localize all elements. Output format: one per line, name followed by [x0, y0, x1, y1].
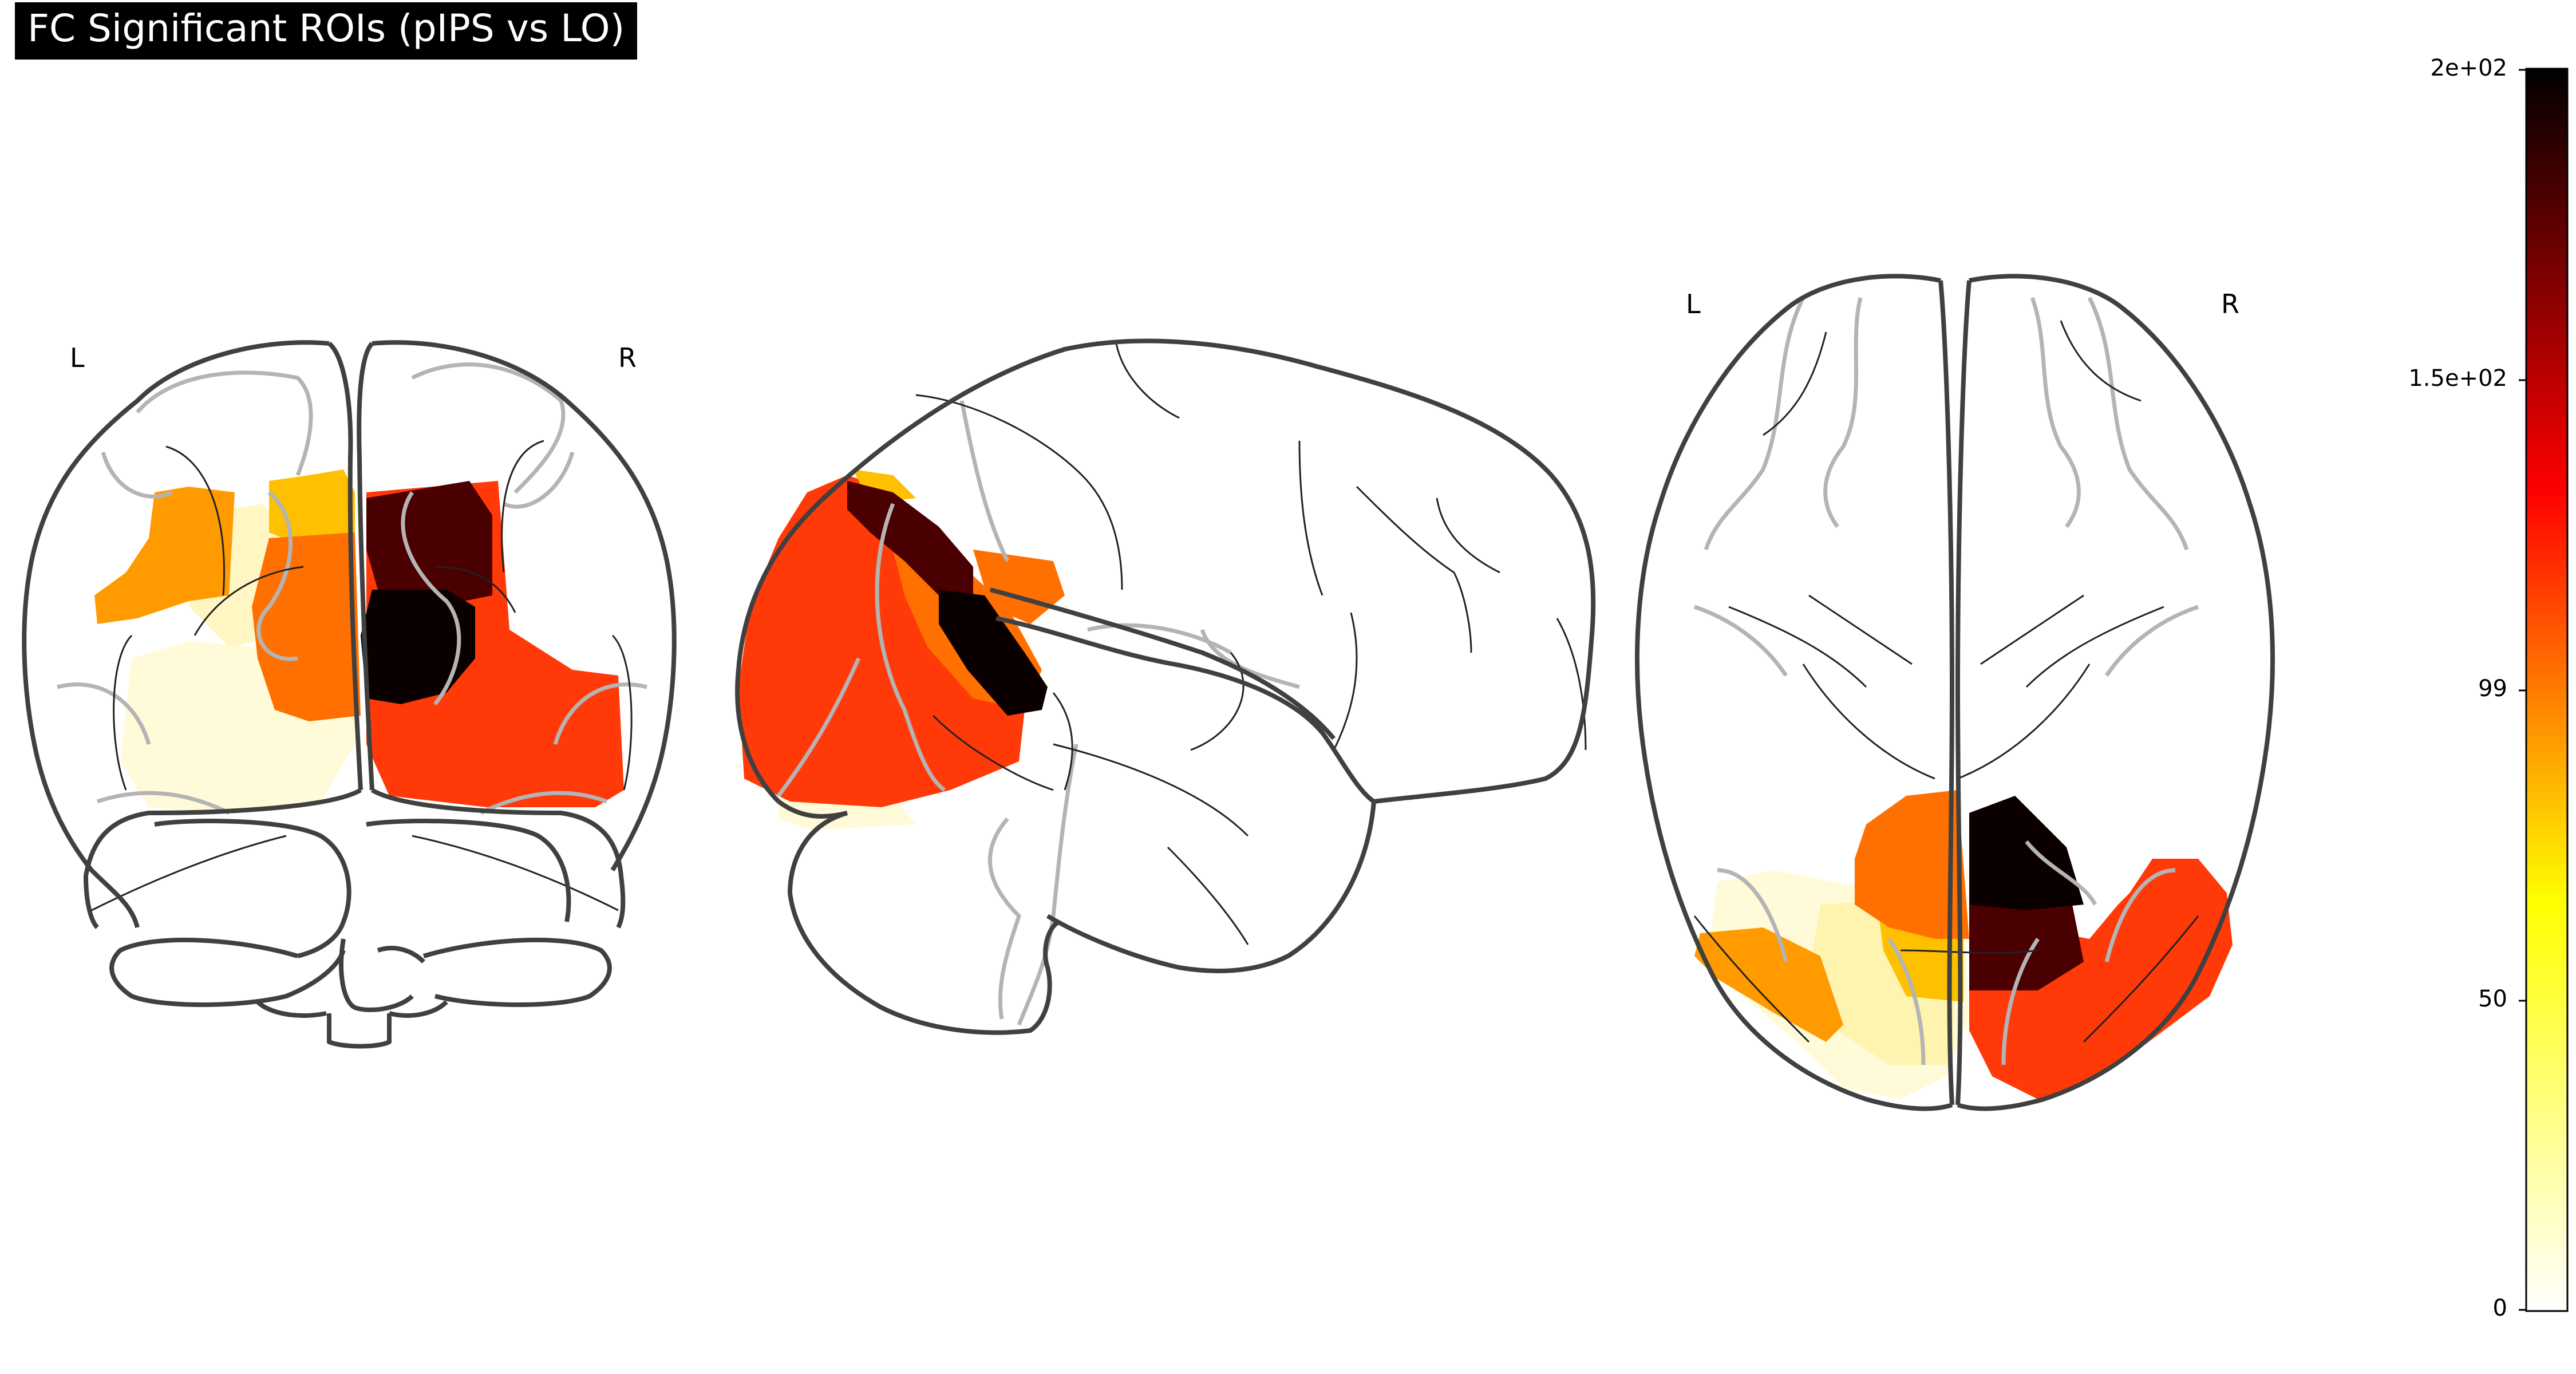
sagittal-view: [735, 338, 1596, 1035]
coronal-gyri: [91, 440, 633, 911]
roi-blob: [252, 532, 361, 721]
roi-blob: [1969, 859, 2233, 1099]
sagittal-roi-blobs: [738, 469, 1065, 830]
roi-blob: [1969, 796, 2084, 910]
coronal-right-label: R: [618, 342, 637, 373]
axial-roi-blobs: [1694, 790, 2233, 1099]
sagittal-outline: [735, 338, 1596, 1035]
roi-blob: [939, 590, 1048, 716]
coronal-left-label: L: [70, 342, 85, 373]
roi-blob: [366, 481, 492, 607]
sagittal-sulci: [777, 400, 1300, 1026]
roi-blob: [94, 487, 235, 624]
axial-view: [1635, 274, 2275, 1111]
colorbar-tick-label: 1.5e+02: [2408, 365, 2507, 392]
colorbar-tick-label: 99: [2478, 676, 2507, 702]
colorbar: [2519, 68, 2569, 1312]
roi-blob: [847, 481, 973, 601]
roi-blob: [1694, 927, 1843, 1042]
colorbar-ticks: [2519, 69, 2526, 1311]
colorbar-tick-label: 2e+02: [2430, 55, 2507, 81]
coronal-view: [22, 340, 677, 1049]
coronal-outline: [22, 340, 677, 1049]
coronal-roi-blobs: [94, 469, 624, 813]
colorbar-tick-label: 0: [2492, 1295, 2507, 1321]
axial-sulci: [1693, 297, 2199, 1065]
axial-gyri: [1693, 320, 2199, 1043]
axial-outline: [1635, 274, 2275, 1111]
roi-blob: [1969, 899, 2084, 990]
axial-left-label: L: [1686, 289, 1701, 319]
sagittal-gyri: [915, 343, 1587, 945]
coronal-sulci: [57, 362, 647, 815]
roi-blob: [361, 590, 475, 704]
colorbar-tick-label: 50: [2478, 986, 2507, 1012]
colorbar-gradient: [2525, 68, 2569, 1312]
roi-blob: [1855, 790, 1969, 939]
axial-right-label: R: [2221, 289, 2239, 319]
figure-title: FC Significant ROIs (pIPS vs LO): [15, 2, 638, 60]
